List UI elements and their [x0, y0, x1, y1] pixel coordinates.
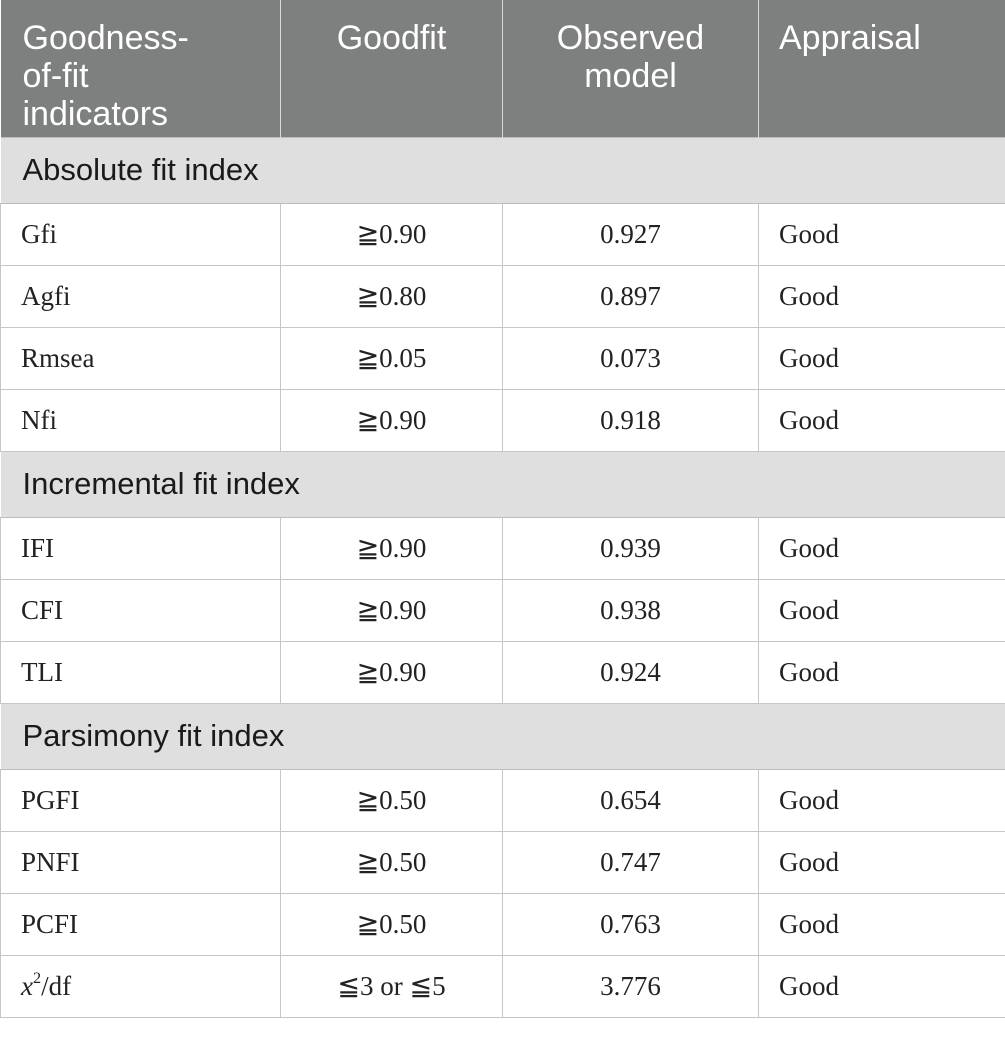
- appraisal-cell: Good: [758, 202, 1005, 266]
- section-row: Parsimony fit index: [0, 702, 1005, 770]
- observed-cell: 0.897: [502, 264, 759, 328]
- appraisal-cell: Good: [758, 326, 1005, 390]
- goodfit-cell: ≧0.90: [280, 516, 503, 580]
- indicator-cell: Agfi: [0, 264, 281, 328]
- appraisal-cell: Good: [758, 578, 1005, 642]
- appraisal-cell: Good: [758, 830, 1005, 894]
- table-body: Absolute fit index Gfi ≧0.90 0.927 Good Agfi ≧…: [0, 136, 1005, 1018]
- appraisal-cell: Good: [758, 388, 1005, 452]
- goodfit-cell: ≧0.90: [280, 202, 503, 266]
- goodfit-cell: ≧0.50: [280, 892, 503, 956]
- table-header: Goodness- of-fit indicators Goodfit Obse…: [0, 0, 1005, 137]
- observed-cell: 0.654: [502, 768, 759, 832]
- appraisal-cell: Good: [758, 264, 1005, 328]
- goodfit-cell: ≧0.90: [280, 578, 503, 642]
- section-row: Incremental fit index: [0, 450, 1005, 518]
- indicator-cell: Nfi: [0, 388, 281, 452]
- goodfit-cell: ≧0.90: [280, 640, 503, 704]
- chi-denominator: /df: [41, 970, 72, 1001]
- table-row: CFI ≧0.90 0.938 Good: [0, 578, 1005, 642]
- observed-cell: 0.938: [502, 578, 759, 642]
- indicator-cell: Rmsea: [0, 326, 281, 390]
- header-indicators: Goodness- of-fit indicators: [0, 0, 281, 137]
- indicator-cell: PNFI: [0, 830, 281, 894]
- goodness-of-fit-table: Goodness- of-fit indicators Goodfit Obse…: [0, 0, 1005, 1018]
- table-row: TLI ≧0.90 0.924 Good: [0, 640, 1005, 704]
- observed-cell: 0.073: [502, 326, 759, 390]
- appraisal-cell: Good: [758, 768, 1005, 832]
- observed-cell: 0.927: [502, 202, 759, 266]
- chi-variable: x: [21, 970, 33, 1001]
- indicator-cell: CFI: [0, 578, 281, 642]
- section-title: Incremental fit index: [0, 450, 1005, 518]
- goodfit-cell: ≧0.05: [280, 326, 503, 390]
- observed-cell: 0.918: [502, 388, 759, 452]
- table-row: Gfi ≧0.90 0.927 Good: [0, 202, 1005, 266]
- indicator-cell: IFI: [0, 516, 281, 580]
- goodfit-cell: ≧0.90: [280, 388, 503, 452]
- goodfit-cell: ≦3 or ≦5: [280, 954, 503, 1018]
- indicator-cell: PGFI: [0, 768, 281, 832]
- table-row-chi-square: x2/df ≦3 or ≦5 3.776 Good: [0, 954, 1005, 1018]
- indicator-cell: x2/df: [0, 954, 281, 1018]
- observed-cell: 0.924: [502, 640, 759, 704]
- table-row: IFI ≧0.90 0.939 Good: [0, 516, 1005, 580]
- goodfit-cell: ≧0.50: [280, 830, 503, 894]
- observed-cell: 0.939: [502, 516, 759, 580]
- table-row: PNFI ≧0.50 0.747 Good: [0, 830, 1005, 894]
- table-row: PCFI ≧0.50 0.763 Good: [0, 892, 1005, 956]
- indicator-cell: TLI: [0, 640, 281, 704]
- section-row: Absolute fit index: [0, 136, 1005, 204]
- appraisal-cell: Good: [758, 892, 1005, 956]
- header-goodfit: Goodfit: [280, 0, 503, 137]
- goodfit-cell: ≧0.50: [280, 768, 503, 832]
- table-row: Nfi ≧0.90 0.918 Good: [0, 388, 1005, 452]
- observed-cell: 3.776: [502, 954, 759, 1018]
- section-title: Parsimony fit index: [0, 702, 1005, 770]
- header-observed-model: Observed model: [502, 0, 759, 137]
- section-title: Absolute fit index: [0, 136, 1005, 204]
- goodfit-cell: ≧0.80: [280, 264, 503, 328]
- observed-cell: 0.763: [502, 892, 759, 956]
- header-appraisal: Appraisal: [758, 0, 1005, 137]
- observed-cell: 0.747: [502, 830, 759, 894]
- table-row: Rmsea ≧0.05 0.073 Good: [0, 326, 1005, 390]
- appraisal-cell: Good: [758, 516, 1005, 580]
- indicator-cell: PCFI: [0, 892, 281, 956]
- indicator-cell: Gfi: [0, 202, 281, 266]
- appraisal-cell: Good: [758, 640, 1005, 704]
- table-row: PGFI ≧0.50 0.654 Good: [0, 768, 1005, 832]
- table-row: Agfi ≧0.80 0.897 Good: [0, 264, 1005, 328]
- appraisal-cell: Good: [758, 954, 1005, 1018]
- chi-superscript: 2: [32, 968, 42, 987]
